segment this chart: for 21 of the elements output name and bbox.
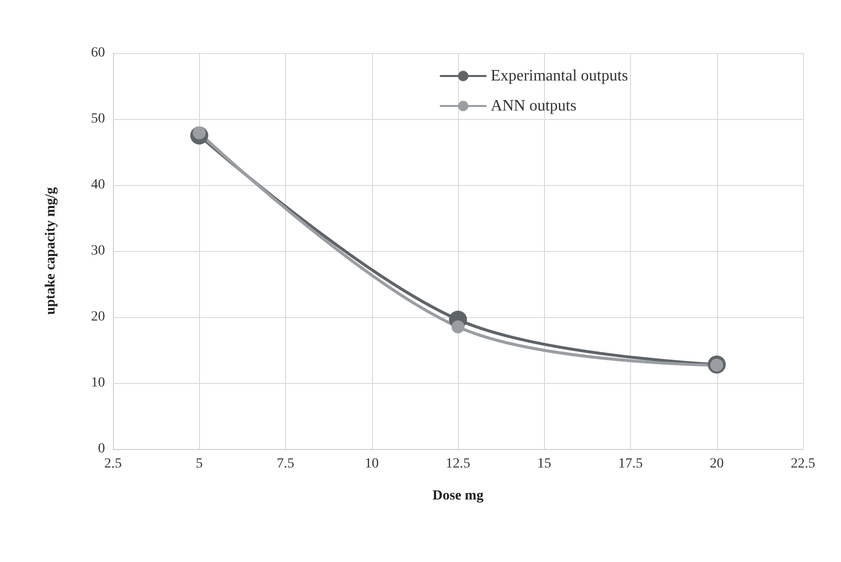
y-axis-title: uptake capacity mg/g — [44, 187, 58, 315]
x-tick-label: 22.5 — [790, 456, 816, 472]
x-tick-label: 2.5 — [104, 456, 122, 472]
legend-label: ANN outputs — [490, 98, 576, 114]
y-tick-label: 20 — [91, 310, 105, 324]
x-tick-label: 5 — [196, 456, 203, 472]
x-tick-label: 15 — [537, 456, 552, 472]
point — [452, 320, 464, 334]
x-tick-label: 7.5 — [276, 456, 294, 472]
x-tick-label: 10 — [364, 456, 379, 472]
y-tick-label: 40 — [91, 178, 105, 192]
y-tick-label: 60 — [91, 46, 105, 60]
x-tick-label: 17.5 — [618, 456, 643, 472]
x-tick-label: 20 — [710, 456, 724, 472]
y-tick-label: 30 — [91, 244, 105, 258]
x-tick-label: 12.5 — [446, 456, 470, 472]
y-tick-label: 0 — [98, 442, 105, 456]
legend-label: Experimantal outputs — [490, 68, 628, 84]
x-axis-title: Dose mg — [432, 488, 484, 504]
y-tick-label: 10 — [91, 376, 105, 390]
y-tick-label: 50 — [91, 112, 105, 126]
